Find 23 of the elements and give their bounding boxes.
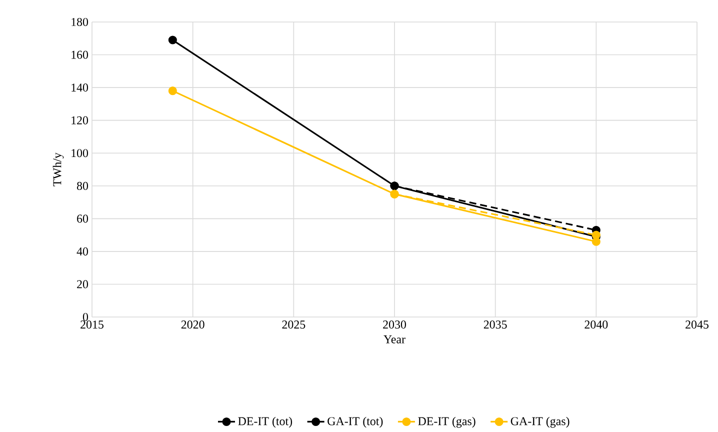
y-tick-label: 120: [72, 116, 88, 124]
y-tick-label: 160: [72, 50, 88, 59]
x-tick-label: 2020: [181, 320, 204, 329]
y-tick-label: 140: [72, 84, 88, 92]
y-tick-label: 60: [77, 214, 88, 223]
y-axis-title: TWh/y: [52, 152, 64, 186]
x-tick-label: 2040: [584, 320, 608, 329]
x-tick-label: 2030: [383, 320, 406, 329]
legend-label: DE-IT (gas): [418, 416, 476, 428]
x-axis-title: Year: [384, 335, 406, 344]
y-tick-label: 20: [77, 280, 88, 288]
y-tick-label: 40: [76, 247, 88, 256]
legend-label: GA-IT (tot): [328, 416, 383, 428]
y-tick-label: 180: [72, 18, 88, 26]
y-tick-label: 0: [82, 312, 88, 322]
x-tick-label: 2015: [80, 320, 104, 329]
x-tick-label: 2025: [282, 320, 306, 329]
y-tick-label: 80: [76, 182, 88, 190]
y-tick-label: 100: [72, 149, 88, 158]
x-tick-label: 2045: [686, 320, 708, 329]
legend-label: DE-IT (tot): [238, 416, 292, 428]
x-tick-label: 2035: [484, 320, 507, 329]
legend-label: GA-IT (gas): [510, 416, 570, 428]
